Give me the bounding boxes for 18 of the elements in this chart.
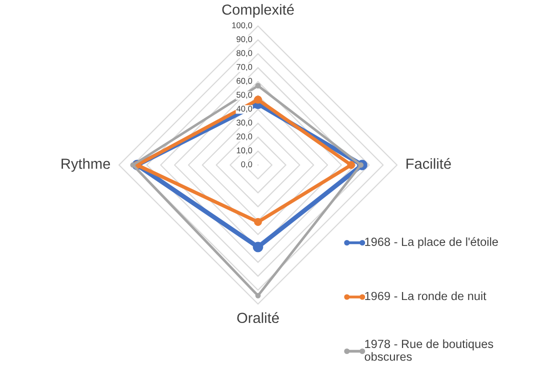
spoke-label: Rythme — [62, 158, 110, 172]
y-tick-label: 20,0 — [236, 134, 252, 140]
y-tick-label: 70,0 — [236, 64, 252, 71]
spoke-label: Oralité — [237, 312, 279, 324]
y-tick-label: 100,0 — [232, 22, 252, 30]
y-tick-label: 10,0 — [236, 147, 252, 154]
y-tick-label: 40,0 — [236, 106, 252, 113]
y-tick-label: 80,0 — [236, 50, 252, 58]
legend-label: 1978 - Rue de boutiques obscures — [364, 339, 494, 361]
y-tick-label: 90,0 — [236, 36, 252, 44]
legend-label: 1969 - La ronde de nuit — [365, 292, 486, 300]
y-tick-label: 50,0 — [236, 92, 252, 99]
legend-label: 1968 - La place de l'étoile — [365, 237, 498, 248]
y-tick-label: 60,0 — [236, 78, 252, 85]
spoke-label: Complexité — [222, 4, 294, 18]
spoke-label: Facilité — [406, 158, 451, 169]
y-tick-label: 0,0 — [241, 161, 252, 168]
y-tick-label: 30,0 — [236, 120, 252, 127]
